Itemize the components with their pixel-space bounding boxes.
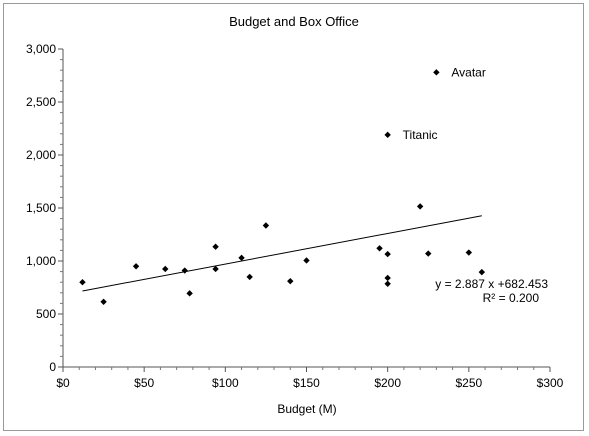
x-tick-label: $250 — [455, 376, 482, 390]
x-tick-label: $300 — [537, 376, 564, 390]
data-point — [478, 268, 486, 276]
trendline — [82, 215, 482, 292]
data-point — [246, 273, 253, 281]
point-labels: Titanic Avatar — [403, 65, 486, 142]
data-point — [186, 290, 193, 297]
data-point — [181, 267, 188, 274]
x-axis-title: Budget (M) — [277, 402, 336, 416]
data-point — [132, 263, 140, 270]
trendline-equation: y = 2.887 x +682.453 — [435, 277, 548, 291]
data-point — [376, 245, 383, 252]
data-point — [212, 243, 219, 250]
x-tick-label: $50 — [134, 376, 154, 390]
data-point — [384, 250, 391, 258]
data-point — [384, 280, 391, 287]
data-point — [100, 298, 107, 306]
y-tick-label: 2,500 — [26, 95, 56, 109]
chart-frame: Budget and Box Office Budget (M) 0 500 1,0… — [3, 3, 584, 431]
x-tick-label: $100 — [212, 376, 239, 390]
point-label: Titanic — [403, 128, 438, 142]
data-point — [384, 131, 391, 139]
chart-title: Budget and Box Office — [229, 14, 359, 29]
data-point — [384, 274, 391, 282]
data-points — [79, 69, 486, 306]
data-point — [79, 279, 86, 286]
data-point — [238, 254, 245, 262]
y-tick-label: 1,500 — [26, 201, 56, 215]
y-tick-label: 0 — [49, 360, 56, 374]
x-tick-label: $200 — [374, 376, 401, 390]
x-tick-label: $150 — [293, 376, 320, 390]
x-tick-label: $0 — [56, 376, 70, 390]
data-point — [287, 277, 294, 285]
data-point — [425, 250, 432, 257]
data-point — [212, 265, 219, 273]
data-point — [465, 249, 473, 256]
data-point — [162, 265, 169, 273]
scatter-chart: Budget and Box Office Budget (M) 0 500 1,0… — [26, 14, 564, 416]
data-point — [262, 222, 270, 229]
data-point — [416, 203, 424, 210]
y-tick-label: 1,000 — [26, 254, 56, 268]
r-squared-label: R² = 0.200 — [483, 291, 540, 305]
y-tick-label: 3,000 — [26, 42, 56, 56]
y-tick-label: 2,000 — [26, 148, 56, 162]
axes: 0 500 1,000 1,500 2,000 2,500 3,000 $0 $50 $100 $1… — [26, 42, 564, 390]
y-tick-label: 500 — [36, 307, 56, 321]
point-label: Avatar — [451, 65, 485, 79]
data-point — [303, 257, 310, 264]
data-point — [433, 69, 440, 76]
